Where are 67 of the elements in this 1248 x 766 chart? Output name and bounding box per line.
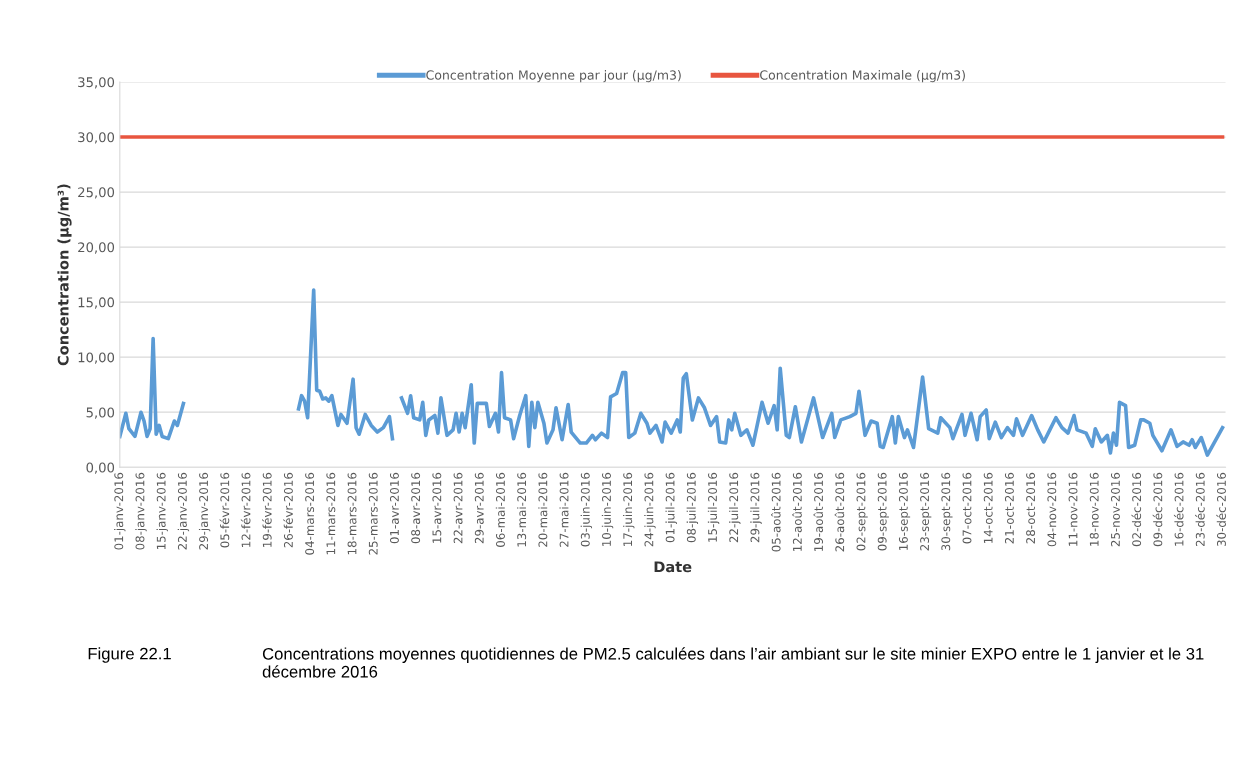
x-tick-label: 27-mai-2016 <box>559 472 569 547</box>
x-tick-label: 08-juil-2016 <box>686 472 699 543</box>
y-tick-label: 30,00 <box>78 132 115 144</box>
x-tick-label: 26-févr-2016 <box>283 472 293 548</box>
x-tick-label: 11-mars-2016 <box>326 472 336 555</box>
y-tick-label: 15,00 <box>78 297 115 309</box>
x-tick-label: 07-oct-2016 <box>962 472 972 544</box>
x-tick-label: 24-juin-2016 <box>644 472 656 547</box>
x-tick-label: 13-mai-2016 <box>517 472 527 547</box>
caption: Figure 22.1 <box>88 647 171 663</box>
x-tick-label: 20-mai-2016 <box>538 472 548 547</box>
y-tick-label: 25,00 <box>78 187 115 199</box>
x-tick-label: 29-janv-2016 <box>198 472 211 550</box>
x-tick-label: 22-avr-2016 <box>453 472 463 544</box>
x-tick-label: 08-janv-2016 <box>135 472 147 550</box>
x-tick-label: 15-juil-2016 <box>707 472 720 542</box>
x-tick-label: 14-oct-2016 <box>983 472 993 543</box>
x-tick-label: 02-sept-2016 <box>856 472 868 551</box>
x-tick-label: 18-mars-2016 <box>347 472 357 555</box>
x-tick-label: 26-août-2016 <box>834 472 845 552</box>
x-tick-label: 09-déc-2016 <box>1152 472 1163 547</box>
x-tick-label: 16-déc-2016 <box>1173 472 1184 546</box>
x-tick-label: 19-févr-2016 <box>262 472 272 547</box>
y-tick-label: 35,00 <box>78 77 115 89</box>
y-tick-label: 0,00 <box>86 462 115 474</box>
x-tick-label: 01-juil-2016 <box>665 472 677 543</box>
x-tick-label: 29-avr-2016 <box>474 472 484 544</box>
x-tick-label: 12-févr-2016 <box>240 472 251 547</box>
x-tick-label: 17-juin-2016 <box>623 472 635 546</box>
x-tick-label: 22-juil-2016 <box>729 472 741 543</box>
y-axis-title: Concentration (µg/m³) <box>57 184 72 366</box>
x-tick-label: 28-oct-2016 <box>1026 472 1036 544</box>
text: Concentrations moyennes quotidiennes de PM2.5 calculées dans l’air ambiant sur le site minier EXPO entre le 1 janvier et le 31 décembre 2016 <box>262 647 1204 678</box>
x-tick-label: 25-nov-2016 <box>1110 472 1120 547</box>
x-tick-label: 19-août-2016 <box>813 472 824 551</box>
x-tick-label: 08-avr-2016 <box>411 472 421 544</box>
x-tick-label: 01-janv-2016 <box>114 472 126 550</box>
x-axis-title: Date <box>654 561 692 573</box>
y-tick-label: 5,00 <box>86 407 115 419</box>
x-tick-label: 21-oct-2016 <box>1004 472 1014 544</box>
x-tick-label: 30-déc-2016 <box>1216 472 1226 547</box>
x-tick-label: 11-nov-2016 <box>1068 472 1078 546</box>
x-tick-label: 09-sept-2016 <box>877 472 889 551</box>
y-tick-label: 20,00 <box>78 242 115 254</box>
x-tick-label: 02-déc-2016 <box>1131 472 1142 547</box>
x-tick-label: 05-févr-2016 <box>219 472 230 548</box>
x-tick-label: 01-avr-2016 <box>389 472 399 544</box>
x-tick-label: 05-août-2016 <box>771 472 781 552</box>
x-tick-label: 25-mars-2016 <box>368 472 378 555</box>
x-tick-label: 30-sept-2016 <box>941 472 953 551</box>
x-tick-label: 03-juin-2016 <box>580 472 593 547</box>
x-tick-label: 04-nov-2016 <box>1047 472 1057 547</box>
x-tick-label: 12-août-2016 <box>792 472 802 551</box>
y-tick-label: 10,00 <box>78 352 115 364</box>
x-tick-label: 06-mai-2016 <box>495 472 505 547</box>
x-tick-label: 04-mars-2016 <box>305 472 315 555</box>
x-tick-label: 18-nov-2016 <box>1089 472 1099 546</box>
x-tick-label: 23-déc-2016 <box>1195 472 1205 547</box>
x-tick-label: 15-avr-2016 <box>432 472 442 543</box>
x-tick-label: 10-juin-2016 <box>601 472 614 546</box>
x-tick-label: 23-sept-2016 <box>920 472 932 551</box>
legend-label: Concentration Maximale (µg/m3) <box>760 70 965 83</box>
x-tick-label: 29-juil-2016 <box>750 472 762 543</box>
legend-label: Concentration Moyenne par jour (µg/m3) <box>426 70 681 83</box>
x-tick-label: 15-janv-2016 <box>156 472 168 550</box>
x-tick-label: 22-janv-2016 <box>177 472 190 550</box>
x-tick-label: 16-sept-2016 <box>898 472 911 550</box>
